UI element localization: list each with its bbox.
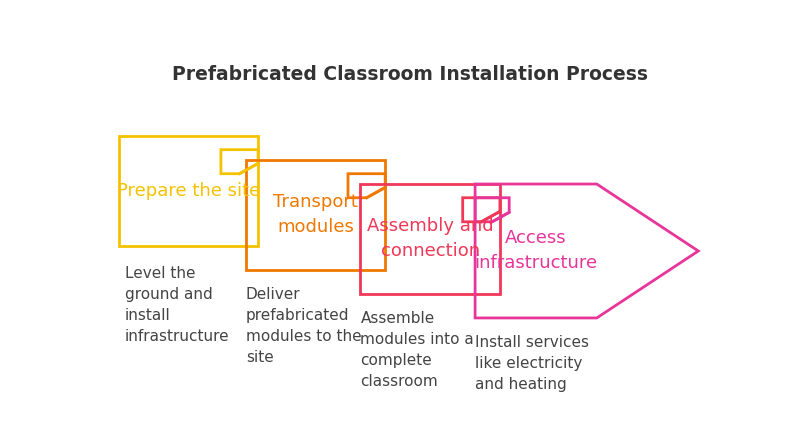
Text: Install services
like electricity
and heating: Install services like electricity and he… [475, 335, 589, 392]
Text: Assemble
modules into a
complete
classroom: Assemble modules into a complete classro… [360, 311, 474, 389]
Bar [246, 160, 386, 270]
Text: Prefabricated Classroom Installation Process: Prefabricated Classroom Installation Pro… [172, 65, 648, 84]
Text: Assembly and
connection: Assembly and connection [367, 218, 494, 260]
Text: Access
infrastructure: Access infrastructure [474, 230, 598, 273]
Bar [360, 184, 500, 294]
Text: Prepare the site: Prepare the site [117, 182, 260, 200]
Text: Deliver
prefabricated
modules to the
site: Deliver prefabricated modules to the sit… [246, 287, 362, 365]
Text: Level the
ground and
install
infrastructure: Level the ground and install infrastruct… [125, 266, 230, 344]
Bar [118, 136, 258, 246]
Text: Transport
modules: Transport modules [273, 194, 358, 236]
